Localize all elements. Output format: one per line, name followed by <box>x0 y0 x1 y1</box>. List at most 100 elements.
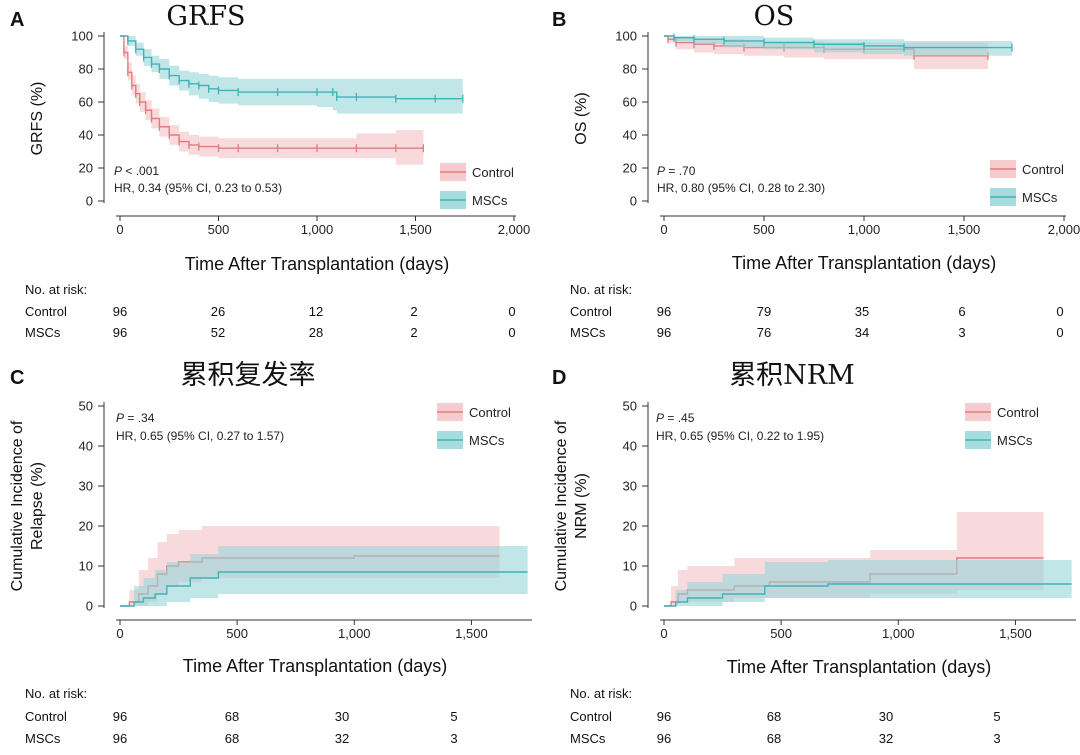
risk-row-label: MSCs <box>570 731 606 746</box>
risk-row-label: MSCs <box>25 731 61 746</box>
risk-count: 68 <box>767 709 781 724</box>
risk-count: 3 <box>993 731 1000 746</box>
p-label: P <box>116 411 124 425</box>
risk-table-title: No. at risk: <box>570 686 632 701</box>
risk-count: 26 <box>211 304 225 319</box>
y-tick-label: 50 <box>623 399 637 414</box>
risk-count: 96 <box>657 304 671 319</box>
x-tick-label: 500 <box>770 626 792 641</box>
y-tick-label: 80 <box>79 62 93 77</box>
mscs-curve <box>664 583 1072 607</box>
risk-count: 68 <box>767 731 781 746</box>
panel-title: OS <box>754 1 795 32</box>
hazard-ratio-text: HR, 0.34 (95% CI, 0.23 to 0.53) <box>114 181 282 195</box>
risk-count: 0 <box>1056 304 1063 319</box>
risk-count: 96 <box>113 731 127 746</box>
legend-label: Control <box>1022 162 1064 177</box>
x-axis-label: Time After Transplantation (days) <box>727 657 991 677</box>
risk-row-label: Control <box>25 304 67 319</box>
mscs-curve <box>120 571 528 607</box>
y-tick-label: 40 <box>623 439 637 454</box>
risk-count: 52 <box>211 325 225 340</box>
control-ci-band <box>120 36 424 165</box>
y-tick-label: 50 <box>79 399 93 414</box>
x-tick-label: 2,000 <box>498 222 531 237</box>
risk-count: 0 <box>1056 325 1063 340</box>
y-tick-label: 10 <box>623 559 637 574</box>
panel-title: 累积NRM <box>729 360 855 391</box>
y-tick-label: 20 <box>623 519 637 534</box>
risk-count: 34 <box>855 325 869 340</box>
risk-table-title: No. at risk: <box>25 282 87 297</box>
risk-count: 68 <box>225 709 239 724</box>
risk-count: 0 <box>508 304 515 319</box>
y-tick-label: 40 <box>79 128 93 143</box>
y-tick-label: 40 <box>79 439 93 454</box>
x-tick-label: 0 <box>660 626 667 641</box>
risk-count: 96 <box>657 709 671 724</box>
risk-count: 6 <box>958 304 965 319</box>
y-tick-label: 100 <box>71 29 93 44</box>
y-axis-label: Relapse (%) <box>29 462 46 550</box>
x-tick-label: 1,500 <box>455 626 488 641</box>
legend-label: Control <box>469 405 511 420</box>
y-axis-label: OS (%) <box>573 92 590 144</box>
risk-count: 3 <box>958 325 965 340</box>
p-value-text: P = .45 <box>656 411 695 425</box>
hazard-ratio-text: HR, 0.65 (95% CI, 0.22 to 1.95) <box>656 429 824 443</box>
legend-label: Control <box>997 405 1039 420</box>
x-tick-label: 500 <box>226 626 248 641</box>
x-tick-label: 1,000 <box>882 626 915 641</box>
y-axis-label: GRFS (%) <box>29 82 46 156</box>
risk-count: 96 <box>657 325 671 340</box>
y-tick-label: 0 <box>630 194 637 209</box>
hazard-ratio-text: HR, 0.80 (95% CI, 0.28 to 2.30) <box>657 181 825 195</box>
x-tick-label: 2,000 <box>1048 222 1080 237</box>
y-tick-label: 40 <box>623 128 637 143</box>
risk-count: 32 <box>335 731 349 746</box>
x-tick-label: 1,500 <box>948 222 981 237</box>
mscs-ci-band <box>664 560 1072 606</box>
y-tick-label: 60 <box>79 95 93 110</box>
y-tick-label: 0 <box>86 599 93 614</box>
p-label: P <box>114 164 122 178</box>
risk-count: 68 <box>225 731 239 746</box>
y-tick-label: 0 <box>86 194 93 209</box>
y-tick-label: 30 <box>79 479 93 494</box>
legend-label: Control <box>472 165 514 180</box>
x-tick-label: 500 <box>208 222 230 237</box>
risk-row-label: Control <box>570 709 612 724</box>
x-axis-label: Time After Transplantation (days) <box>183 656 447 676</box>
panel-letter: C <box>10 367 24 389</box>
risk-count: 76 <box>757 325 771 340</box>
risk-count: 30 <box>879 709 893 724</box>
legend-label: MSCs <box>472 193 508 208</box>
y-tick-label: 30 <box>623 479 637 494</box>
p-value: < .001 <box>122 164 159 178</box>
risk-count: 35 <box>855 304 869 319</box>
p-label: P <box>656 411 664 425</box>
y-tick-label: 0 <box>630 599 637 614</box>
risk-table-title: No. at risk: <box>570 282 632 297</box>
y-tick-label: 10 <box>79 559 93 574</box>
legend-label: MSCs <box>1022 190 1058 205</box>
y-tick-label: 20 <box>79 519 93 534</box>
y-axis-label: Cumulative Incidence of <box>9 420 26 591</box>
y-tick-label: 60 <box>623 95 637 110</box>
x-tick-label: 1,500 <box>999 626 1032 641</box>
hazard-ratio-text: HR, 0.65 (95% CI, 0.27 to 1.57) <box>116 429 284 443</box>
x-tick-label: 1,000 <box>301 222 334 237</box>
p-value-text: P = .70 <box>657 164 696 178</box>
x-tick-label: 1,000 <box>338 626 371 641</box>
risk-count: 3 <box>450 731 457 746</box>
risk-count: 5 <box>993 709 1000 724</box>
p-value: = .45 <box>664 411 695 425</box>
legend-label: MSCs <box>469 433 505 448</box>
x-tick-label: 1,500 <box>399 222 432 237</box>
y-tick-label: 80 <box>623 62 637 77</box>
